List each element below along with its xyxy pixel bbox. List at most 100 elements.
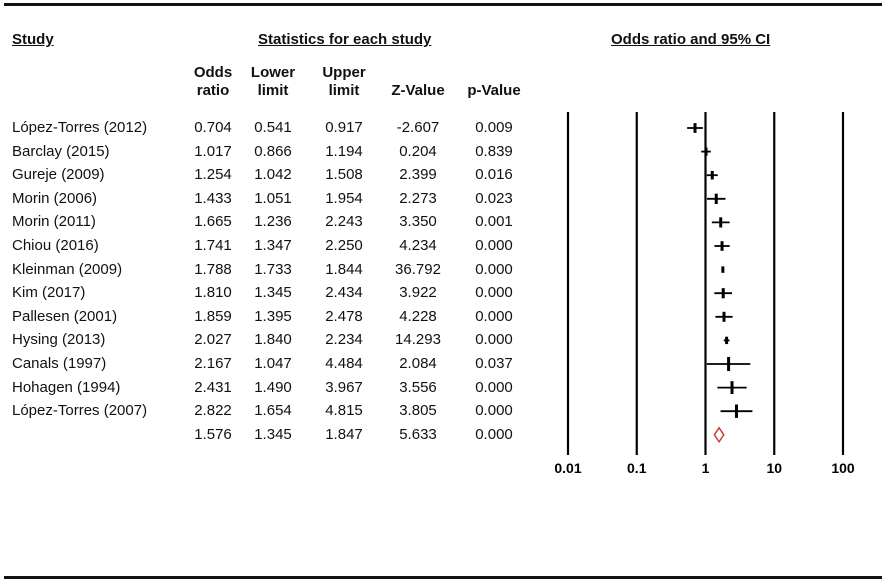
cell-or: 0.704 <box>194 119 232 136</box>
cell-or: 2.027 <box>194 331 232 349</box>
cell-p: 0.009 <box>475 119 513 136</box>
column-header-3: Z-Value <box>378 64 458 100</box>
cell-p: 0.000 <box>475 425 513 443</box>
cell-or: 1.017 <box>194 142 232 160</box>
point-estimate <box>730 381 734 395</box>
cell-or: 1.576 <box>194 425 232 443</box>
cell-or: 2.431 <box>194 378 232 396</box>
cell-p: 0.000 <box>475 237 513 254</box>
cell-upper: 3.967 <box>325 378 363 396</box>
study-name: Canals (1997) <box>12 355 107 372</box>
cell-upper: 1.194 <box>325 142 363 160</box>
point-estimate <box>725 336 729 345</box>
cell-lower: 1.236 <box>254 213 292 231</box>
point-estimate <box>693 123 697 133</box>
study-name: Chiou (2016) <box>12 237 99 254</box>
cell-or: 1.788 <box>194 260 232 278</box>
column-header-line2: ratio <box>196 82 230 99</box>
study-header: Study <box>12 31 54 48</box>
study-name: Gureje (2009) <box>12 166 105 184</box>
point-estimate <box>720 241 724 251</box>
cell-or: 2.822 <box>194 402 232 420</box>
point-estimate <box>721 266 725 273</box>
column-header-4: p-Value <box>454 64 534 100</box>
cell-lower: 1.490 <box>254 378 292 396</box>
column-header-line2: Z-Value <box>391 82 445 99</box>
cell-z: 36.792 <box>395 260 441 278</box>
column-header-line2: p-Value <box>467 82 521 99</box>
cell-z: 14.293 <box>395 331 441 349</box>
cell-p: 0.037 <box>475 355 513 372</box>
column-header-line1: Odds <box>193 64 233 81</box>
cell-z: 4.234 <box>399 237 437 254</box>
cell-z: 2.084 <box>399 355 437 372</box>
cell-upper: 2.250 <box>325 237 363 254</box>
point-estimate <box>719 217 723 228</box>
cell-p: 0.016 <box>475 166 513 184</box>
point-estimate <box>714 193 718 204</box>
cell-p: 0.000 <box>475 260 513 278</box>
axis-tick-label: 10 <box>766 460 782 476</box>
cell-lower: 1.733 <box>254 260 292 278</box>
study-name: Pallesen (2001) <box>12 307 118 325</box>
column-header-line1: Upper <box>322 64 366 81</box>
column-header-line1: Lower <box>250 64 296 81</box>
point-estimate <box>710 170 714 180</box>
cell-z: 3.556 <box>399 378 437 396</box>
cell-upper: 1.954 <box>325 189 363 207</box>
cell-z: 2.273 <box>399 189 437 207</box>
cell-lower: 1.395 <box>254 307 292 325</box>
cell-upper: 1.508 <box>325 166 363 184</box>
study-name: Hohagen (1994) <box>12 378 121 396</box>
study-name: López-Torres (2012) <box>12 119 148 136</box>
point-estimate <box>727 357 731 371</box>
cell-p: 0.000 <box>475 331 513 349</box>
plot-header: Odds ratio and 95% CI <box>611 31 771 48</box>
cell-lower: 1.051 <box>254 189 292 207</box>
study-name: Kleinman (2009) <box>12 260 123 278</box>
cell-p: 0.023 <box>475 189 513 207</box>
cell-upper: 1.844 <box>325 260 363 278</box>
cell-lower: 0.541 <box>254 119 292 136</box>
study-name: Barclay (2015) <box>12 142 110 160</box>
study-name: Kim (2017) <box>12 284 86 302</box>
cell-lower: 1.654 <box>254 402 292 420</box>
cell-p: 0.839 <box>475 142 513 160</box>
cell-lower: 1.047 <box>254 355 292 372</box>
column-header-line2: limit <box>328 82 360 99</box>
axis-tick-label: 0.01 <box>554 460 581 476</box>
cell-upper: 2.478 <box>325 307 363 325</box>
cell-upper: 4.484 <box>325 355 363 372</box>
column-header-2: Upper limit <box>304 64 384 100</box>
axis-tick-label: 100 <box>831 460 855 476</box>
cell-upper: 2.243 <box>325 213 363 231</box>
cell-z: 4.228 <box>399 307 437 325</box>
point-estimate <box>734 404 738 418</box>
cell-z: 3.805 <box>399 402 437 420</box>
cell-or: 1.665 <box>194 213 232 231</box>
cell-upper: 1.847 <box>325 425 363 443</box>
cell-z: -2.607 <box>396 119 440 136</box>
study-name: Morin (2006) <box>12 189 98 207</box>
cell-or: 1.433 <box>194 189 232 207</box>
cell-or: 2.167 <box>194 355 232 372</box>
cell-p: 0.000 <box>475 307 513 325</box>
point-estimate <box>721 288 725 299</box>
column-header-0: Odds ratio <box>173 64 253 100</box>
cell-lower: 1.345 <box>254 425 292 443</box>
column-header-line2: limit <box>257 82 289 99</box>
cell-lower: 1.347 <box>254 237 292 254</box>
cell-upper: 4.815 <box>325 402 363 420</box>
cell-upper: 0.917 <box>325 119 363 136</box>
point-estimate <box>704 147 708 156</box>
point-estimate <box>722 311 726 322</box>
cell-p: 0.000 <box>475 284 513 302</box>
cell-z: 5.633 <box>399 425 437 443</box>
cell-p: 0.000 <box>475 378 513 396</box>
cell-z: 3.350 <box>399 213 437 231</box>
bottom-rule <box>4 576 882 579</box>
top-rule <box>4 3 882 6</box>
axis-tick-label: 1 <box>702 460 710 476</box>
statistics-header: Statistics for each study <box>258 31 432 48</box>
cell-p: 0.000 <box>475 402 513 420</box>
